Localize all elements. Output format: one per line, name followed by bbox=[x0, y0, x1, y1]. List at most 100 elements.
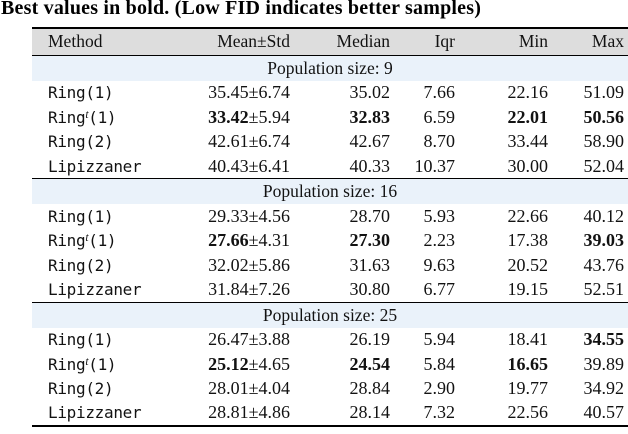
method-name: Lipizzaner bbox=[48, 280, 142, 299]
mean-std-cell: 28.01±4.04 bbox=[208, 378, 290, 399]
method-name: Lipizzaner bbox=[48, 156, 142, 176]
column-header-iqr: Iqr bbox=[434, 31, 455, 52]
max-cell: 52.04 bbox=[583, 155, 625, 176]
mean-std-cell: 26.47±3.88 bbox=[208, 329, 290, 350]
method-name: Ring bbox=[48, 255, 86, 275]
table-row: Lipizzaner 40.43±6.41 40.33 10.37 30.00 … bbox=[32, 154, 628, 179]
median-cell: 35.02 bbox=[349, 82, 391, 103]
column-header-min: Min bbox=[518, 31, 548, 52]
median-cell: 26.19 bbox=[349, 329, 391, 350]
table-row: Ring(1) 35.45±6.74 35.02 7.66 22.16 51.0… bbox=[32, 81, 628, 106]
min-cell: 33.44 bbox=[507, 131, 549, 152]
column-header-max: Max bbox=[591, 31, 624, 52]
max-cell: 50.56 bbox=[583, 106, 625, 127]
method-name: Ring bbox=[48, 379, 86, 399]
method-arg: (1) bbox=[85, 83, 114, 103]
method-superscript: t bbox=[85, 108, 89, 121]
iqr-cell: 8.70 bbox=[423, 131, 456, 152]
max-cell: 58.90 bbox=[583, 131, 625, 152]
median-cell: 28.14 bbox=[349, 402, 391, 423]
method-arg: (1) bbox=[85, 330, 114, 350]
iqr-cell: 2.90 bbox=[423, 378, 456, 399]
method-cell: Ring(2) bbox=[32, 253, 152, 278]
method-arg: (1) bbox=[88, 354, 117, 374]
min-cell: 20.52 bbox=[507, 254, 549, 275]
table-row: Ring(2) 28.01±4.04 28.84 2.90 19.77 34.9… bbox=[32, 377, 628, 402]
median-cell: 30.80 bbox=[349, 279, 391, 299]
iqr-cell: 6.77 bbox=[423, 279, 456, 299]
method-cell: Ring(1) bbox=[32, 81, 152, 106]
iqr-cell: 5.94 bbox=[423, 329, 456, 350]
method-cell: Ring(2) bbox=[32, 130, 152, 155]
iqr-cell: 10.37 bbox=[414, 155, 456, 176]
mean-std-cell: 35.45±6.74 bbox=[208, 82, 290, 103]
section-title: Population size: 25 bbox=[262, 304, 398, 325]
section-header-row: Population size: 25 bbox=[32, 302, 628, 328]
max-cell: 40.12 bbox=[583, 205, 625, 226]
method-arg: (1) bbox=[88, 231, 117, 251]
method-arg: (2) bbox=[85, 132, 114, 152]
mean-std-cell: 42.61±6.74 bbox=[208, 131, 290, 152]
table-caption: Best values in bold. (Low FID indicates … bbox=[1, 0, 482, 19]
median-cell: 42.67 bbox=[349, 131, 391, 152]
iqr-cell: 2.23 bbox=[423, 230, 456, 251]
table-row: Ring(2) 42.61±6.74 42.67 8.70 33.44 58.9… bbox=[32, 130, 628, 155]
method-cell: Lipizzaner bbox=[32, 401, 152, 426]
min-cell: 30.00 bbox=[507, 155, 549, 176]
median-cell: 40.33 bbox=[349, 155, 391, 176]
column-header-mean-std: Mean±Std bbox=[217, 31, 290, 52]
iqr-cell: 7.32 bbox=[423, 402, 456, 423]
median-cell: 28.84 bbox=[349, 378, 391, 399]
mean-std-cell: 28.81±4.86 bbox=[208, 402, 290, 423]
median-cell: 24.54 bbox=[349, 353, 391, 374]
mean-std-cell: 40.43±6.41 bbox=[208, 155, 290, 176]
median-cell: 31.63 bbox=[349, 254, 391, 275]
mean-std-cell: 33.42±5.94 bbox=[208, 106, 290, 127]
median-cell: 32.83 bbox=[349, 106, 391, 127]
table-row: Ringt(1) 33.42±5.94 32.83 6.59 22.01 50.… bbox=[32, 105, 628, 130]
method-cell: Ring(1) bbox=[32, 328, 152, 353]
median-cell: 28.70 bbox=[349, 205, 391, 226]
mean-std-cell: 29.33±4.56 bbox=[208, 205, 290, 226]
method-name: Ring bbox=[48, 83, 86, 103]
column-header-row: Method Mean±Std Median Iqr Min Max bbox=[32, 28, 628, 55]
iqr-cell: 7.66 bbox=[423, 82, 456, 103]
table-row: Ringt(1) 25.12±4.65 24.54 5.84 16.65 39.… bbox=[32, 352, 628, 377]
method-cell: Ringt(1) bbox=[32, 105, 152, 130]
method-superscript: t bbox=[85, 232, 89, 245]
table-row: Lipizzaner 31.84±7.26 30.80 6.77 19.15 5… bbox=[32, 278, 628, 303]
table-row: Lipizzaner 28.81±4.86 28.14 7.32 22.56 4… bbox=[32, 401, 628, 426]
iqr-cell: 5.93 bbox=[423, 205, 456, 226]
table-row: Ringt(1) 27.66±4.31 27.30 2.23 17.38 39.… bbox=[32, 229, 628, 254]
method-superscript: t bbox=[85, 355, 89, 368]
method-name: Lipizzaner bbox=[48, 403, 142, 423]
method-cell: Ringt(1) bbox=[32, 229, 152, 254]
min-cell: 22.66 bbox=[507, 205, 549, 226]
method-arg: (1) bbox=[85, 206, 114, 226]
method-name: Ring bbox=[48, 330, 86, 350]
table-row: Ring(1) 26.47±3.88 26.19 5.94 18.41 34.5… bbox=[32, 328, 628, 353]
method-cell: Lipizzaner bbox=[32, 154, 152, 179]
max-cell: 34.55 bbox=[583, 329, 625, 350]
column-header-median: Median bbox=[336, 31, 390, 52]
table-row: Ring(1) 29.33±4.56 28.70 5.93 22.66 40.1… bbox=[32, 204, 628, 229]
section-title: Population size: 9 bbox=[267, 57, 393, 78]
iqr-cell: 5.84 bbox=[423, 353, 456, 374]
min-cell: 22.01 bbox=[507, 106, 549, 127]
max-cell: 51.09 bbox=[583, 82, 625, 103]
max-cell: 52.51 bbox=[583, 279, 625, 299]
method-name: Ring bbox=[48, 231, 86, 251]
median-cell: 27.30 bbox=[349, 230, 391, 251]
min-cell: 19.77 bbox=[507, 378, 549, 399]
max-cell: 40.57 bbox=[583, 402, 625, 423]
results-table: Method Mean±Std Median Iqr Min Max Popul… bbox=[32, 27, 628, 427]
iqr-cell: 9.63 bbox=[423, 254, 456, 275]
method-cell: Lipizzaner bbox=[32, 278, 152, 303]
method-name: Ring bbox=[48, 107, 86, 127]
section-header-row: Population size: 16 bbox=[32, 178, 628, 204]
min-cell: 17.38 bbox=[507, 230, 549, 251]
method-cell: Ring(1) bbox=[32, 204, 152, 229]
table-row: Ring(2) 32.02±5.86 31.63 9.63 20.52 43.7… bbox=[32, 253, 628, 278]
method-name: Ring bbox=[48, 354, 86, 374]
min-cell: 22.16 bbox=[507, 82, 549, 103]
